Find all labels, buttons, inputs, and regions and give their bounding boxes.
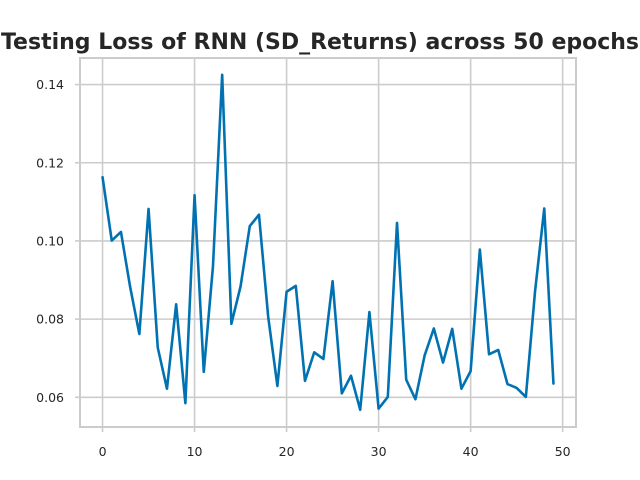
- plot-frame: [79, 57, 577, 428]
- y-tick-label: 0.10: [36, 233, 64, 248]
- y-tick-marks: 0.06 0.08 0.10 0.12 0.14: [36, 77, 80, 405]
- y-tick-label: 0.06: [36, 390, 64, 405]
- x-tick-label: 40: [463, 444, 479, 459]
- grid: [80, 58, 576, 427]
- x-tick-label: 20: [279, 444, 295, 459]
- series-group: [101, 73, 555, 412]
- y-tick-label: 0.08: [36, 312, 64, 327]
- chart-title: Testing Loss of RNN (SD_Returns) across …: [1, 30, 639, 55]
- series-line: [101, 73, 555, 412]
- x-tick-label: 50: [555, 444, 571, 459]
- y-tick-label: 0.12: [36, 155, 64, 170]
- x-tick-marks: 0 10 20 30 40 50: [99, 427, 571, 459]
- x-tick-label: 10: [187, 444, 203, 459]
- y-tick-label: 0.14: [36, 77, 64, 92]
- x-tick-label: 30: [371, 444, 387, 459]
- x-tick-label: 0: [99, 444, 107, 459]
